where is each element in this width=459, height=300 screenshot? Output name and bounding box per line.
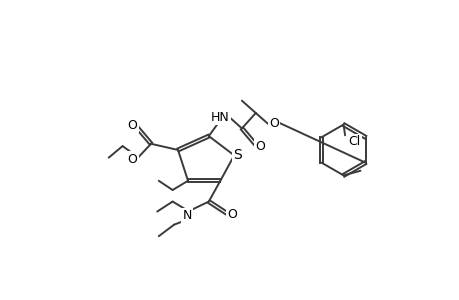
Text: O: O — [255, 140, 265, 153]
Text: S: S — [232, 148, 241, 162]
Text: O: O — [227, 208, 237, 221]
Text: O: O — [127, 119, 137, 132]
Text: HN: HN — [211, 111, 229, 124]
Text: N: N — [182, 209, 191, 222]
Text: O: O — [127, 153, 137, 166]
Text: Cl: Cl — [347, 135, 360, 148]
Text: O: O — [269, 117, 279, 130]
